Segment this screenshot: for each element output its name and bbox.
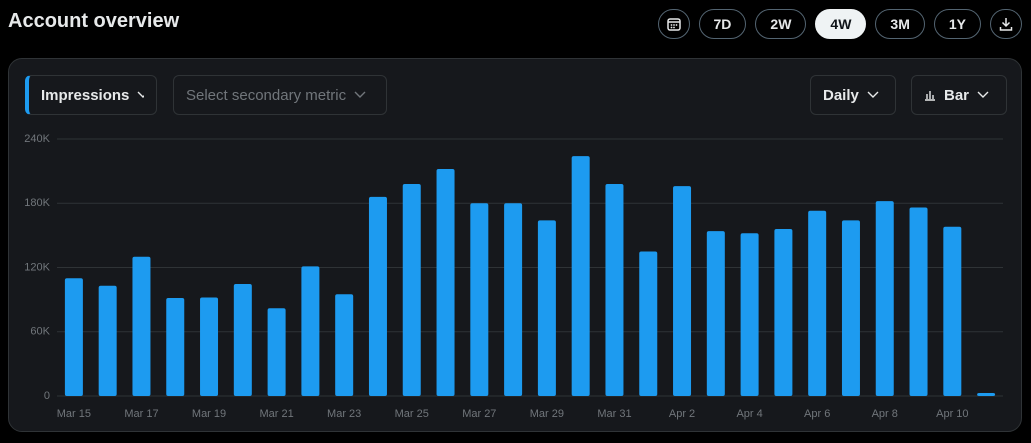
y-tick-label: 120K (24, 261, 50, 273)
range-button[interactable]: 1Y (933, 9, 981, 39)
bar (301, 266, 320, 396)
chart-style-dropdown[interactable]: Bar (911, 75, 1007, 115)
x-tick-label: Mar 31 (597, 408, 631, 420)
bar (335, 294, 354, 396)
primary-metric-dropdown[interactable]: Impressions (25, 75, 157, 115)
x-tick-label: Apr 8 (872, 408, 898, 420)
chevron (137, 91, 144, 98)
bar (200, 297, 219, 396)
bar (368, 196, 387, 396)
range-button[interactable]: 7D (698, 9, 747, 39)
y-tick-label: 180K (24, 197, 50, 209)
bar (605, 183, 624, 396)
bar (436, 168, 455, 396)
x-tick-label: Mar 25 (395, 408, 429, 420)
bar (537, 220, 556, 396)
range-selector: 7D 2W 4W 3M 1Y (657, 9, 1022, 39)
bar (402, 183, 421, 396)
bar (740, 233, 759, 396)
calendar-icon (666, 18, 681, 31)
download-icon (999, 18, 1013, 31)
dropdown-label: Daily (823, 86, 859, 104)
range-button[interactable]: 3M (875, 9, 925, 39)
chevron (867, 91, 879, 98)
bar (706, 231, 725, 396)
x-tick-label: Apr 4 (736, 408, 762, 420)
download-button[interactable] (990, 9, 1022, 39)
secondary-metric-dropdown[interactable]: Select secondary metric (173, 75, 387, 115)
range-button[interactable]: 4W (815, 9, 867, 39)
bar (841, 220, 860, 396)
bar (98, 285, 117, 396)
bar (571, 156, 590, 396)
y-tick-label: 0 (44, 390, 50, 402)
x-tick-label: Mar 23 (327, 408, 361, 420)
calendar-button[interactable] (657, 9, 690, 39)
x-tick-label: Mar 17 (124, 408, 158, 420)
x-tick-label: Mar 19 (192, 408, 226, 420)
dropdown-label: Impressions (41, 86, 130, 104)
y-tick-label: 240K (24, 133, 50, 145)
bar (977, 393, 996, 396)
x-tick-label: Mar 27 (462, 408, 496, 420)
x-tick-label: Apr 10 (936, 408, 968, 420)
bar (808, 210, 827, 396)
bar (774, 228, 793, 396)
bar (943, 226, 962, 396)
dropdown-label: Select secondary metric (186, 86, 347, 104)
bar (132, 256, 151, 396)
bar (64, 278, 83, 396)
bar-icon (925, 91, 935, 101)
dropdown-label: Bar (944, 86, 970, 104)
interval-dropdown[interactable]: Daily (810, 75, 896, 115)
y-tick-label: 60K (30, 326, 50, 338)
bar (875, 201, 894, 396)
bar (267, 308, 286, 396)
x-tick-label: Mar 29 (530, 408, 564, 420)
bar (504, 203, 523, 396)
bar (639, 251, 658, 396)
bar (470, 203, 489, 396)
bar (233, 283, 252, 396)
x-tick-label: Mar 21 (259, 408, 293, 420)
chevron (977, 91, 989, 98)
bar (909, 207, 928, 396)
x-tick-label: Mar 15 (57, 408, 91, 420)
bar (166, 298, 185, 396)
page-title: Account overview (8, 10, 180, 32)
bar (673, 186, 692, 396)
x-tick-label: Apr 6 (804, 408, 830, 420)
range-button[interactable]: 2W (755, 9, 807, 39)
x-tick-label: Apr 2 (669, 408, 695, 420)
chevron (354, 91, 366, 98)
